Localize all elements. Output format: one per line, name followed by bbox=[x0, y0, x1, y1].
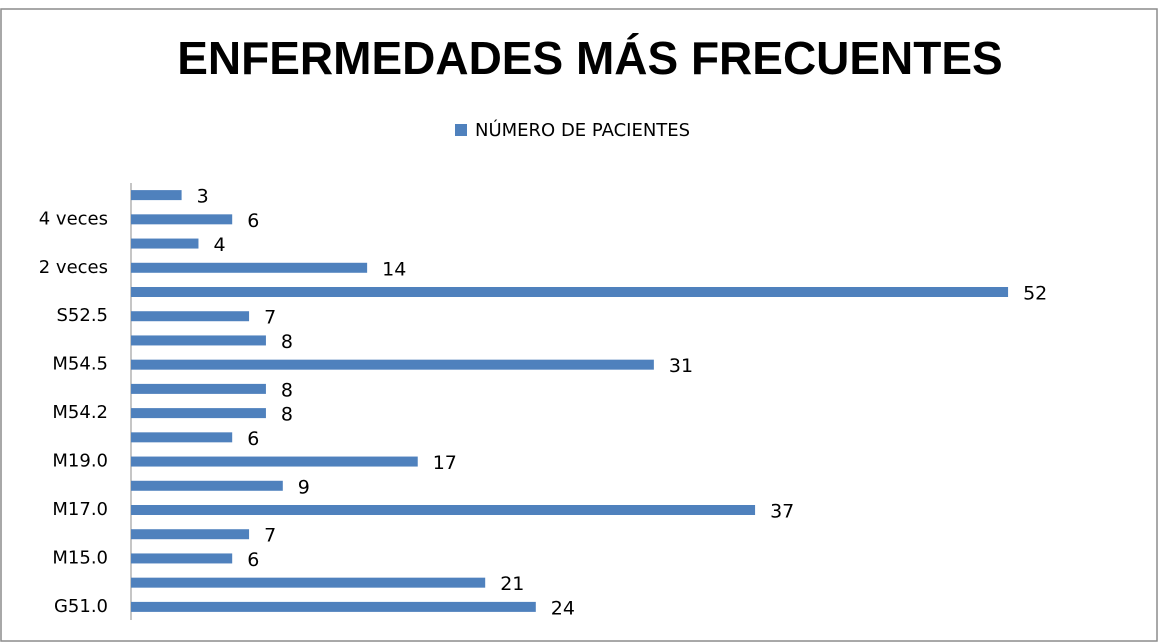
chart-title: ENFERMEDADES MÁS FRECUENTES bbox=[177, 32, 1003, 84]
y-tick-label: 4 veces bbox=[39, 208, 108, 229]
bar bbox=[131, 408, 266, 419]
bar bbox=[131, 190, 182, 201]
bar bbox=[131, 432, 233, 443]
data-label: 6 bbox=[247, 428, 259, 450]
bar bbox=[131, 359, 654, 370]
bar bbox=[131, 553, 233, 564]
data-label: 7 bbox=[264, 525, 276, 547]
legend-label: NÚMERO DE PACIENTES bbox=[475, 119, 690, 141]
bar bbox=[131, 505, 756, 515]
data-label: 17 bbox=[433, 452, 457, 474]
bar bbox=[131, 577, 486, 588]
data-label: 31 bbox=[669, 355, 693, 377]
data-label: 24 bbox=[551, 597, 575, 619]
bar bbox=[131, 214, 233, 225]
y-tick-label: M15.0 bbox=[52, 547, 108, 568]
data-label: 8 bbox=[281, 379, 293, 401]
data-label: 6 bbox=[247, 210, 259, 232]
y-tick-label: M54.5 bbox=[52, 354, 108, 375]
data-label: 9 bbox=[298, 476, 310, 498]
data-label: 7 bbox=[264, 307, 276, 329]
bar bbox=[131, 335, 266, 346]
data-label: 8 bbox=[281, 404, 293, 426]
bar bbox=[131, 529, 250, 540]
bar bbox=[131, 480, 283, 491]
data-label: 37 bbox=[770, 501, 794, 523]
data-label: 14 bbox=[382, 258, 406, 280]
y-tick-label: S52.5 bbox=[56, 305, 108, 326]
bar bbox=[131, 456, 418, 467]
y-tick-label: 2 veces bbox=[39, 257, 108, 278]
y-tick-label: M54.2 bbox=[52, 402, 108, 423]
data-label: 3 bbox=[197, 186, 209, 208]
data-label: 4 bbox=[213, 234, 225, 256]
bar bbox=[131, 383, 266, 394]
bar bbox=[131, 311, 250, 322]
y-tick-label: M17.0 bbox=[52, 499, 108, 520]
bar bbox=[131, 287, 1009, 297]
y-tick-label: G51.0 bbox=[54, 596, 108, 617]
chart-border bbox=[0, 8, 1158, 642]
bar bbox=[131, 238, 199, 249]
data-label: 21 bbox=[500, 573, 524, 595]
data-label: 52 bbox=[1023, 283, 1047, 305]
bar bbox=[131, 601, 536, 612]
bar bbox=[131, 262, 368, 273]
data-label: 6 bbox=[247, 549, 259, 571]
y-tick-label: M19.0 bbox=[52, 451, 108, 472]
legend-swatch bbox=[455, 124, 467, 136]
data-label: 8 bbox=[281, 331, 293, 353]
